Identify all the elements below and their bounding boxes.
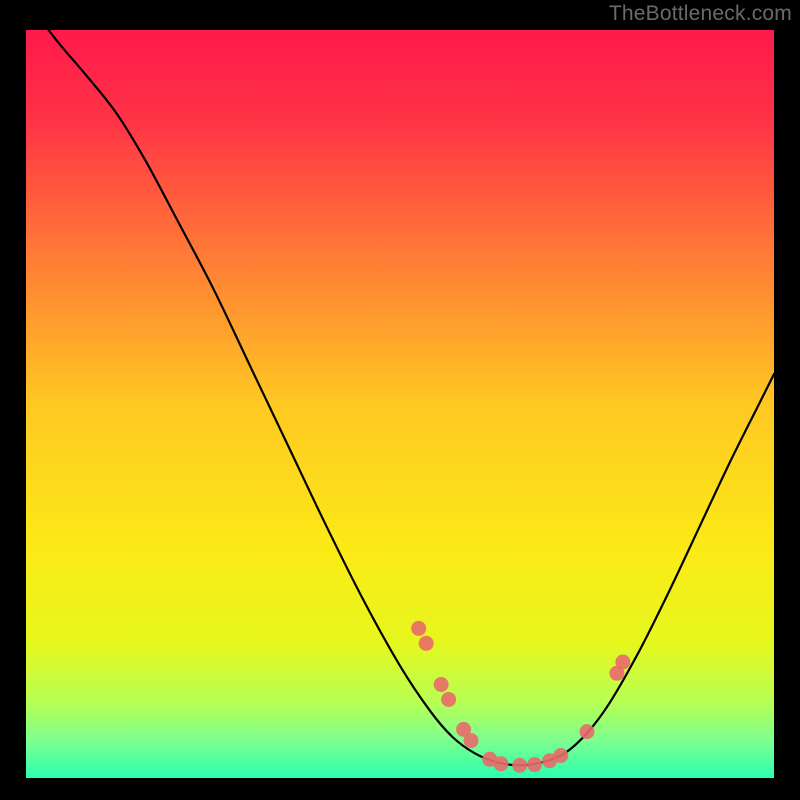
plot-area [26, 30, 774, 778]
data-marker [527, 757, 542, 772]
data-marker [493, 756, 508, 771]
chart-svg [26, 30, 774, 778]
data-marker [580, 724, 595, 739]
bottleneck-curve [48, 30, 774, 765]
marker-group [411, 621, 630, 773]
data-marker [512, 758, 527, 773]
watermark-label: TheBottleneck.com [609, 2, 792, 26]
data-marker [411, 621, 426, 636]
data-marker [419, 636, 434, 651]
data-marker [553, 748, 568, 763]
data-marker [441, 692, 456, 707]
data-marker [434, 677, 449, 692]
data-marker [464, 733, 479, 748]
chart-stage: TheBottleneck.com [0, 0, 800, 800]
data-marker [615, 655, 630, 670]
